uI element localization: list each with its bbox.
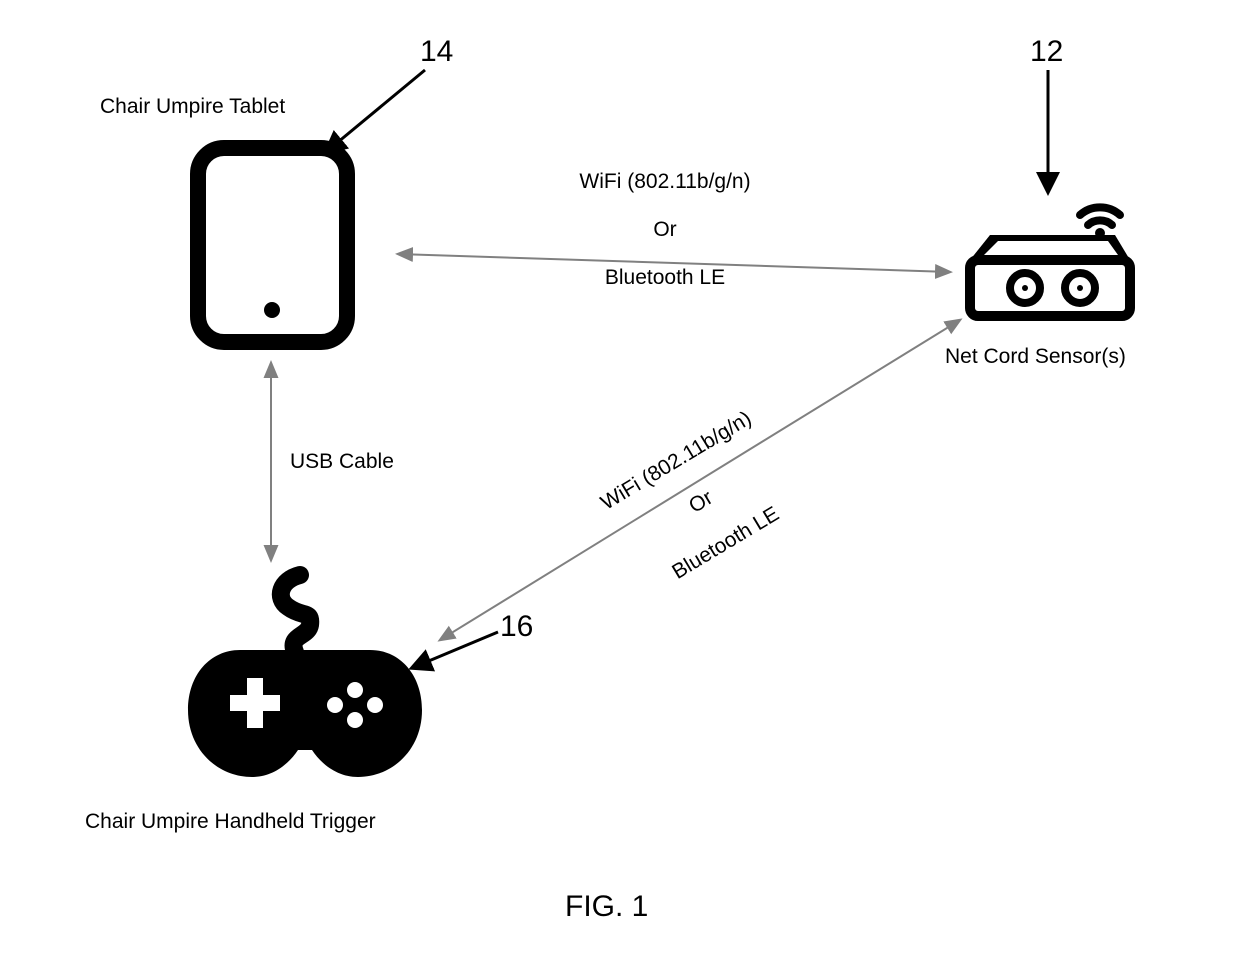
edge-tablet-sensor-label: WiFi (802.11b/g/n) Or Bluetooth LE	[550, 146, 780, 290]
diagram-stage: Chair Umpire Tablet Net Cord Sensor(s) C…	[0, 0, 1240, 955]
edge-ts-line3: Bluetooth LE	[605, 266, 725, 289]
edge-tablet-trigger-label: USB Cable	[290, 450, 394, 474]
edge-gs-line2: Or	[685, 486, 717, 518]
edge-ts-line1: WiFi (802.11b/g/n)	[579, 170, 750, 193]
edge-ts-line2: Or	[653, 218, 676, 241]
figure-caption: FIG. 1	[565, 890, 648, 924]
